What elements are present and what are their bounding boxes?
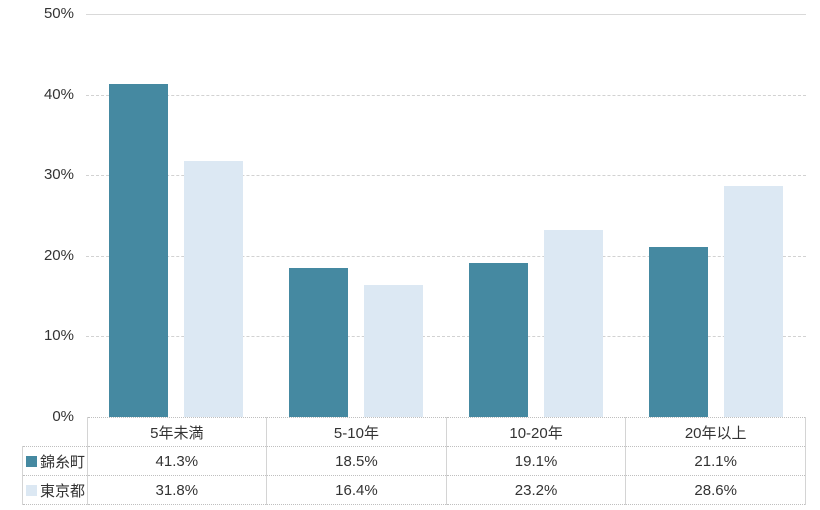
bar-series-1 (469, 263, 528, 417)
y-tick-label: 0% (52, 408, 74, 425)
value-cell: 41.3% (86, 446, 268, 476)
bar-series-2 (544, 230, 603, 417)
table-corner-blank (23, 418, 88, 447)
bar-series-1 (289, 267, 348, 417)
bar-series-2 (184, 160, 243, 417)
value-cell: 28.6% (625, 475, 806, 505)
value-cell: 21.1% (625, 446, 806, 476)
category-label: 5-10年 (266, 417, 447, 447)
category-label: 5年未満 (86, 417, 268, 447)
category-group (266, 14, 446, 417)
legend-swatch-icon (26, 455, 37, 467)
legend-cell: 錦糸町 (22, 446, 88, 476)
gridline (86, 255, 806, 257)
data-table-body: 5年未満 5-10年 10-20年 20年以上 錦糸町 41.3% 18.5% 19.1% 21… (22, 417, 806, 505)
legend-entry: 錦糸町 (23, 451, 87, 472)
category-header-row: 5年未満 5-10年 10-20年 20年以上 (23, 417, 806, 447)
y-tick-label: 30% (43, 166, 74, 184)
table-row: 東京都 31.8% 16.4% 23.2% 28.6% (22, 475, 806, 505)
y-tick-label: 40% (43, 85, 74, 103)
bar-series-1 (649, 246, 708, 417)
y-tick-label: 20% (43, 246, 74, 264)
data-table: 5年未満 5-10年 10-20年 20年以上 錦糸町 41.3% 18.5% 19.1% 21… (22, 417, 806, 505)
series-name: 錦糸町 (40, 453, 86, 471)
category-group (446, 14, 626, 417)
category-label: 20年以上 (625, 417, 806, 447)
plot-area (86, 14, 806, 417)
y-axis-labels: 0% 10% 20% 30% 40% 50% (0, 0, 78, 510)
gridline (86, 175, 806, 177)
series-name: 東京都 (40, 482, 86, 500)
legend-swatch-icon (26, 484, 37, 496)
bar-series-1 (109, 84, 168, 417)
bar-series-2 (364, 284, 423, 417)
category-group (86, 14, 266, 417)
value-cell: 31.8% (86, 475, 268, 505)
category-group (626, 14, 806, 417)
gridline (86, 94, 806, 96)
value-cell: 19.1% (445, 446, 627, 476)
legend-cell: 東京都 (22, 475, 88, 505)
gridline (86, 14, 806, 15)
value-cell: 16.4% (266, 475, 447, 505)
y-tick-label: 50% (43, 5, 74, 22)
value-cell: 18.5% (266, 446, 447, 476)
table-row: 錦糸町 41.3% 18.5% 19.1% 21.1% (22, 446, 806, 476)
value-cell: 23.2% (445, 475, 627, 505)
category-label: 10-20年 (445, 417, 627, 447)
legend-entry: 東京都 (23, 480, 87, 501)
bar-series-2 (724, 186, 783, 417)
y-tick-label: 10% (43, 327, 74, 345)
gridline (86, 336, 806, 338)
